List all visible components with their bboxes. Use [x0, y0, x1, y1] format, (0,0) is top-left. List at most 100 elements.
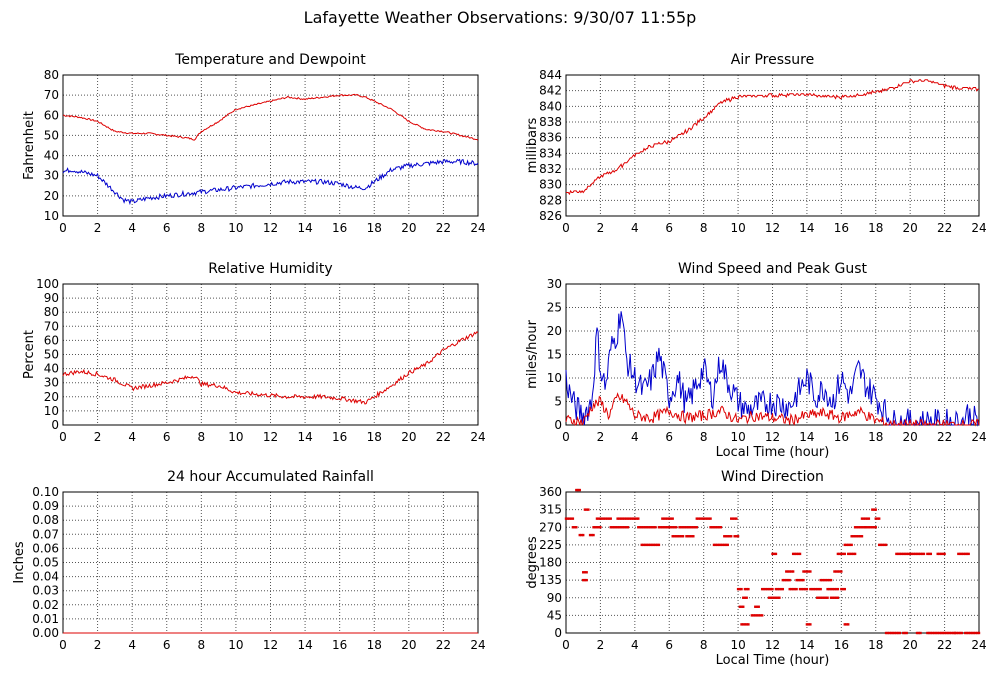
x-tick-label: 18 — [868, 430, 883, 444]
direction-point — [742, 623, 745, 626]
direction-point — [843, 543, 846, 547]
direction-point — [908, 552, 912, 556]
direction-point — [619, 526, 623, 529]
direction-point — [853, 552, 857, 556]
direction-point — [595, 517, 599, 520]
direction-point — [771, 596, 774, 599]
y-tick-label: 844 — [539, 68, 562, 82]
direction-point — [857, 535, 860, 538]
direction-point — [702, 517, 705, 520]
direction-point — [609, 517, 612, 520]
direction-point — [628, 517, 631, 520]
direction-point — [757, 605, 760, 608]
direction-point — [917, 552, 920, 556]
direction-point — [583, 578, 587, 582]
direction-point — [831, 587, 834, 591]
direction-point — [575, 488, 578, 492]
direction-point — [678, 535, 681, 538]
direction-point — [803, 570, 807, 573]
x-tick-label: 0 — [562, 430, 570, 444]
direction-point — [735, 535, 738, 538]
y-tick-label: 60 — [44, 108, 59, 122]
direction-point — [874, 508, 877, 511]
direction-point — [680, 535, 683, 538]
direction-point — [845, 543, 848, 547]
y-tick-label: 0 — [51, 418, 59, 432]
y-tick-label: 30 — [547, 277, 562, 291]
direction-point — [609, 526, 612, 529]
direction-point — [816, 596, 819, 599]
x-tick-label: 16 — [332, 638, 347, 652]
direction-point — [575, 526, 578, 529]
direction-point — [795, 552, 798, 556]
x-tick-label: 6 — [163, 638, 171, 652]
y-tick-label: 0.10 — [32, 485, 59, 499]
y-tick-label: 40 — [44, 149, 59, 163]
x-tick-label: 6 — [163, 221, 171, 235]
direction-point — [690, 526, 693, 529]
direction-point — [595, 526, 599, 529]
direction-point — [803, 587, 807, 591]
direction-point — [600, 517, 604, 520]
direction-point — [743, 596, 747, 599]
direction-point — [649, 526, 652, 529]
direction-point — [936, 631, 939, 635]
direction-point — [695, 526, 698, 529]
direction-point — [688, 526, 692, 529]
direction-point — [618, 526, 621, 529]
direction-point — [716, 543, 719, 547]
y-tick-label: 10 — [547, 371, 562, 385]
series-line-1 — [565, 392, 980, 427]
direction-point — [890, 631, 893, 635]
direction-point — [709, 517, 712, 520]
direction-point — [836, 596, 840, 599]
direction-point — [826, 587, 829, 591]
direction-point — [673, 526, 676, 529]
direction-point — [754, 614, 757, 617]
x-tick-label: 20 — [401, 638, 416, 652]
direction-point — [884, 543, 888, 547]
direction-point — [755, 605, 759, 608]
direction-point — [616, 517, 619, 520]
x-tick-label: 10 — [228, 638, 243, 652]
direction-point — [833, 587, 836, 591]
direction-point — [821, 596, 824, 599]
direction-point — [585, 571, 588, 574]
direction-point — [927, 631, 931, 635]
direction-point — [769, 587, 772, 591]
x-tick-label: 12 — [263, 430, 278, 444]
direction-point — [895, 552, 898, 556]
direction-point — [578, 488, 581, 492]
x-tick-label: 0 — [59, 430, 67, 444]
direction-point — [915, 552, 919, 556]
direction-point — [643, 526, 647, 529]
x-tick-label: 12 — [263, 221, 278, 235]
x-tick-label: 10 — [228, 430, 243, 444]
y-tick-label: 840 — [539, 99, 562, 113]
direction-point — [790, 587, 793, 591]
direction-point — [843, 587, 846, 591]
x-tick-label: 22 — [436, 638, 451, 652]
direction-point — [757, 614, 760, 617]
direction-point — [602, 517, 606, 520]
direction-point — [809, 623, 812, 626]
direction-point — [841, 552, 845, 556]
y-tick-label: 0.00 — [32, 626, 59, 640]
direction-point — [788, 570, 791, 573]
direction-point — [597, 526, 600, 529]
direction-point — [941, 631, 945, 635]
y-tick-label: 20 — [547, 324, 562, 338]
direction-point — [571, 517, 575, 520]
x-tick-label: 16 — [834, 638, 849, 652]
x-tick-label: 16 — [834, 430, 849, 444]
y-axis-label: degrees — [525, 536, 540, 589]
y-tick-label: 315 — [539, 503, 562, 517]
y-tick-label: 180 — [539, 556, 562, 570]
y-tick-label: 836 — [539, 131, 562, 145]
direction-point — [788, 578, 791, 582]
direction-point — [760, 587, 764, 591]
y-tick-label: 40 — [44, 362, 59, 376]
direction-point — [614, 526, 618, 529]
direction-point — [674, 526, 678, 529]
